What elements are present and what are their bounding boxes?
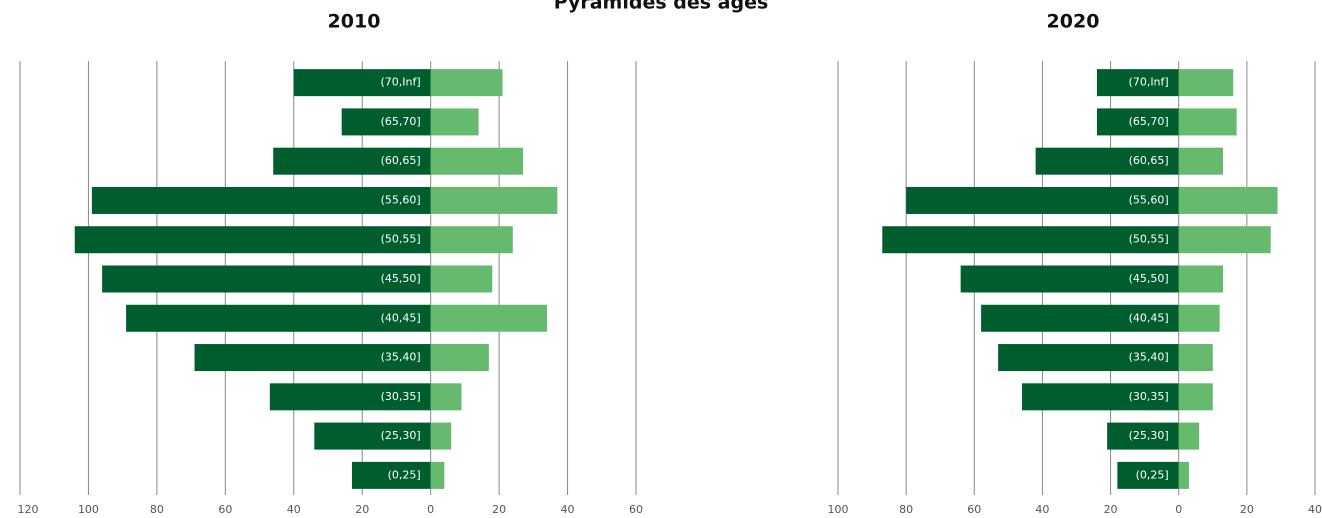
x-tick-label: 40 — [287, 503, 301, 516]
bar — [1178, 383, 1213, 411]
category-label: (30,35] — [381, 390, 421, 403]
category-label: (40,45] — [381, 311, 421, 324]
bar — [1178, 226, 1271, 254]
bar — [1178, 69, 1234, 97]
category-label: (35,40] — [381, 351, 421, 364]
bar — [1096, 69, 1179, 97]
bar — [194, 344, 431, 372]
x-tick-label: 20 — [492, 503, 506, 516]
bar — [430, 69, 503, 97]
bar — [74, 226, 431, 254]
chart-title: 2020 — [1047, 11, 1100, 33]
bar — [293, 69, 431, 97]
bar — [126, 304, 431, 332]
category-label: (40,45] — [1129, 311, 1169, 324]
bar — [430, 422, 452, 450]
bar — [430, 344, 489, 372]
category-label: (45,50] — [381, 272, 421, 285]
category-label: (60,65] — [381, 154, 421, 167]
x-tick-label: 80 — [150, 503, 164, 516]
bar — [1021, 383, 1179, 411]
category-label: (0,25] — [1136, 468, 1169, 481]
category-label: (30,35] — [1129, 390, 1169, 403]
bar — [430, 186, 558, 214]
category-label: (35,40] — [1129, 351, 1169, 364]
bar — [906, 186, 1179, 214]
category-label: (70,Inf] — [380, 76, 420, 89]
category-label: (65,70] — [1129, 115, 1169, 128]
category-label: (55,60] — [381, 193, 421, 206]
bar — [430, 226, 513, 254]
bar — [102, 265, 431, 293]
main-title: Pyramides des âges — [554, 0, 769, 14]
bar — [430, 461, 445, 489]
category-label: (0,25] — [388, 468, 421, 481]
x-tick-label: 40 — [1035, 503, 1049, 516]
bar — [981, 304, 1179, 332]
x-tick-label: 20 — [355, 503, 369, 516]
bar — [1178, 108, 1237, 136]
x-tick-label: 0 — [427, 503, 434, 516]
bar — [273, 147, 431, 175]
bar — [269, 383, 431, 411]
category-label: (45,50] — [1129, 272, 1169, 285]
x-tick-label: 60 — [629, 503, 643, 516]
bar — [1096, 108, 1179, 136]
bar — [1178, 186, 1278, 214]
category-label: (55,60] — [1129, 193, 1169, 206]
bar — [1178, 422, 1200, 450]
bar — [351, 461, 431, 489]
x-tick-label: 60 — [967, 503, 981, 516]
bar — [430, 108, 479, 136]
bar — [341, 108, 431, 136]
bar — [960, 265, 1179, 293]
x-tick-label: 100 — [78, 503, 99, 516]
category-label: (70,Inf] — [1129, 76, 1169, 89]
x-tick-label: 40 — [1308, 503, 1322, 516]
bar — [1178, 344, 1213, 372]
bar — [998, 344, 1179, 372]
bar — [1178, 304, 1220, 332]
chart-title: 2010 — [328, 11, 381, 33]
bar — [1107, 422, 1179, 450]
bar — [1117, 461, 1179, 489]
bar — [882, 226, 1179, 254]
bar — [1035, 147, 1179, 175]
bar — [1178, 147, 1224, 175]
x-tick-label: 80 — [899, 503, 913, 516]
x-tick-label: 0 — [1175, 503, 1182, 516]
x-tick-label: 40 — [561, 503, 575, 516]
x-tick-label: 20 — [1240, 503, 1254, 516]
bar — [430, 147, 524, 175]
bar — [314, 422, 431, 450]
bar — [91, 186, 431, 214]
x-tick-label: 120 — [18, 503, 39, 516]
x-tick-label: 100 — [828, 503, 849, 516]
bar — [1178, 461, 1189, 489]
x-tick-label: 60 — [218, 503, 232, 516]
bar — [430, 265, 493, 293]
category-label: (25,30] — [1129, 429, 1169, 442]
category-label: (65,70] — [381, 115, 421, 128]
bar — [430, 304, 548, 332]
category-label: (60,65] — [1129, 154, 1169, 167]
bar — [430, 383, 462, 411]
category-label: (50,55] — [381, 233, 421, 246]
category-label: (25,30] — [381, 429, 421, 442]
bar — [1178, 265, 1224, 293]
x-tick-label: 20 — [1104, 503, 1118, 516]
category-label: (50,55] — [1129, 233, 1169, 246]
